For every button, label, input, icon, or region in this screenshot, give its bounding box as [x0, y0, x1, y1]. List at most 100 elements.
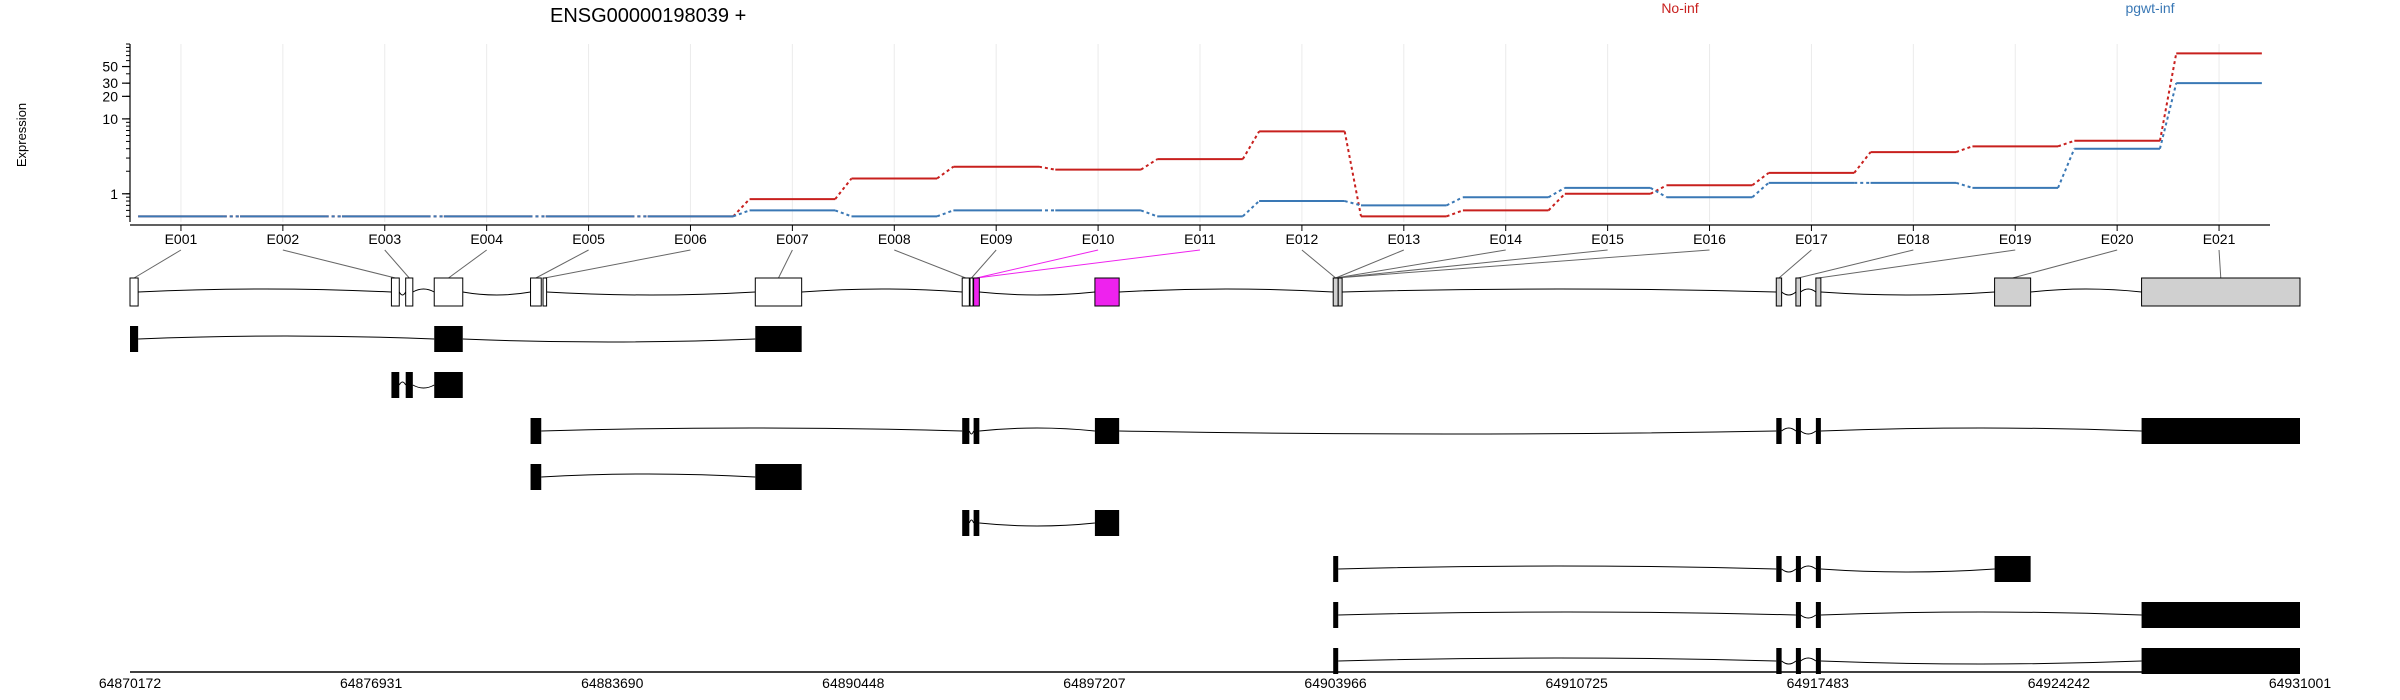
connector-line [1818, 249, 2016, 279]
transcript-intron [968, 519, 975, 524]
transcript-intron [1338, 565, 1777, 570]
transcript-intron [979, 522, 1095, 527]
y-tick-label: 30 [102, 75, 118, 91]
y-tick-label: 1 [110, 186, 118, 202]
genome-tick-label: 64883690 [581, 675, 644, 691]
exon-label-e016: E016 [1693, 231, 1726, 247]
transcript-exon [130, 326, 139, 352]
series-connector [732, 198, 751, 218]
exon-label-e010: E010 [1082, 231, 1115, 247]
transcript-intron [398, 381, 407, 386]
transcript-exon [1333, 556, 1339, 582]
transcript-exon [530, 464, 542, 490]
exon-label-e020: E020 [2101, 231, 2134, 247]
transcript-exon [1815, 602, 1821, 628]
exon-block [1332, 277, 1339, 307]
intron-line [1800, 288, 1817, 293]
intron-line [1820, 291, 1995, 296]
exon-block [1815, 277, 1822, 307]
intron-line [979, 291, 1095, 296]
transcript-row [1333, 602, 2300, 628]
transcript-exon [1333, 648, 1339, 674]
transcript-exon [405, 372, 413, 398]
series-connector [834, 177, 853, 200]
exon-label-e012: E012 [1286, 231, 1319, 247]
transcript-exon [1994, 556, 2031, 582]
x-axis: E001 E002 E003 E004 E005 E006 E007 E008 E009 E010… [130, 224, 2270, 247]
exon-block [1337, 277, 1343, 307]
exon-block [405, 277, 414, 307]
transcript-row [530, 464, 802, 490]
legend-entry: pgwt-inf [2125, 0, 2174, 16]
transcript-intron [412, 384, 435, 389]
exon-block [1795, 277, 1802, 307]
transcript-exon [434, 326, 463, 352]
transcript-intron [1800, 614, 1817, 619]
series-connector [1547, 193, 1566, 212]
transcript-intron [1820, 611, 2142, 616]
transcript-exon [1094, 510, 1120, 536]
exon-block [973, 277, 980, 307]
exon-block [969, 277, 974, 307]
genome-tick-label: 64870172 [99, 675, 162, 691]
transcript-exon [434, 372, 463, 398]
connector-line [2218, 249, 2222, 279]
series-connector [1343, 131, 1362, 217]
connector-line [976, 249, 1099, 279]
transcript-exon [530, 418, 542, 444]
connector-line [384, 249, 410, 279]
transcript-intron [1820, 660, 2142, 665]
genome-axis: 64870172 64876931 64883690 64890448 64897207… [99, 671, 2332, 691]
transcript-row [1333, 648, 2300, 674]
connector-line [282, 249, 396, 279]
intron-line [462, 291, 531, 296]
genome-tick-label: 64931001 [2269, 675, 2332, 691]
transcript-row [391, 372, 463, 398]
exon-label-e019: E019 [1999, 231, 2032, 247]
series-connector [2057, 148, 2076, 189]
exon-block [1094, 277, 1120, 307]
exon-block [754, 277, 803, 307]
connector-line [1301, 249, 1337, 279]
series-connector [1751, 172, 1770, 187]
intron-line [2030, 288, 2142, 293]
y-axis-label: Expression [14, 103, 29, 167]
series-connector [1241, 130, 1260, 160]
transcript-exon [1776, 418, 1782, 444]
intron-line [412, 288, 435, 293]
series-connector [1853, 151, 1872, 174]
connector-line [1335, 249, 1506, 279]
transcript-exon [1815, 648, 1821, 674]
y-tick-label: 20 [102, 88, 118, 104]
y-tick-label: 50 [102, 59, 118, 75]
transcript-intron [138, 335, 435, 340]
transcript-intron [462, 338, 756, 343]
series-connector [1751, 182, 1770, 198]
connector-line [976, 249, 1201, 279]
transcript-exon [973, 510, 980, 536]
transcript-row [530, 418, 2300, 444]
transcript-exon [962, 510, 970, 536]
genome-tick-label: 64876931 [340, 675, 403, 691]
genome-tick-label: 64924242 [2028, 675, 2091, 691]
series-connector [1140, 158, 1158, 171]
transcripts [130, 326, 2300, 674]
exon-block [961, 277, 970, 307]
transcript-intron [1800, 657, 1817, 662]
transcript-exon [755, 464, 802, 490]
series-pgwt-inf [138, 82, 2262, 218]
series-connector [936, 165, 954, 180]
transcript-exon [1333, 602, 1339, 628]
grid [180, 44, 2220, 222]
series-connector [2057, 139, 2075, 148]
intron-line [801, 288, 963, 293]
transcript-exon [2141, 648, 2300, 674]
transcript-intron [1781, 568, 1797, 573]
exon-block [1775, 277, 1783, 307]
transcript-exon [962, 418, 970, 444]
connector-line [1778, 249, 1812, 279]
exon-label-e009: E009 [980, 231, 1013, 247]
exon-label-e011: E011 [1184, 231, 1216, 247]
transcript-intron [1338, 611, 1796, 616]
